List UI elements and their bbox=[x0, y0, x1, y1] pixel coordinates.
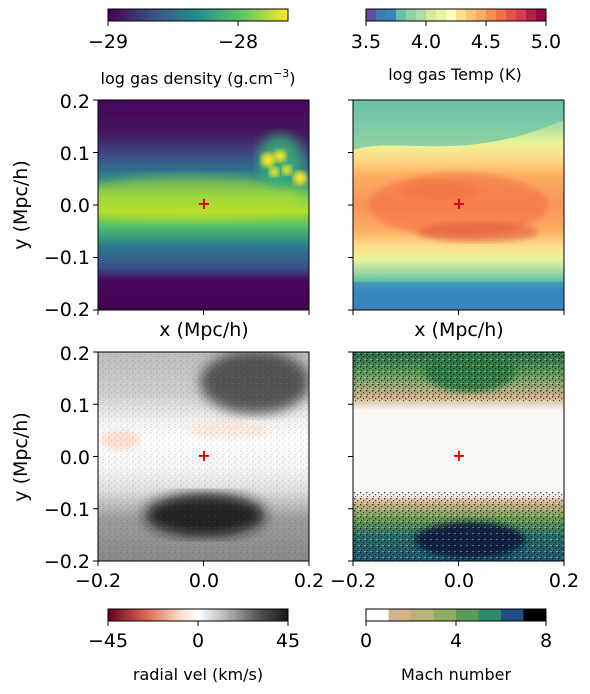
colorbar-temperature-tick-label: 3.5 bbox=[351, 31, 381, 53]
xtick-label: 0.0 bbox=[189, 570, 219, 592]
colorbar-segment bbox=[466, 9, 477, 21]
colorbar-segment bbox=[456, 9, 467, 21]
axes-ticks bbox=[93, 99, 565, 566]
panel-radial-velocity-ylabel: y (Mpc/h) bbox=[10, 412, 32, 501]
colorbar-segment bbox=[376, 9, 387, 21]
colorbar-radial-velocity: −45 0 45 radial vel (km/s) bbox=[88, 608, 300, 684]
panel-radial-velocity: + bbox=[97, 351, 310, 562]
colorbar-radial-velocity-tick-label: 0 bbox=[192, 630, 204, 652]
colorbar-density-label-end: ) bbox=[289, 69, 295, 88]
panel-mach-xticks: −0.2 0.0 0.2 bbox=[330, 570, 579, 592]
colorbar-mach-tick-label: 8 bbox=[540, 630, 552, 652]
panel-density: + bbox=[97, 99, 310, 311]
colorbar-segment bbox=[486, 9, 497, 21]
colorbar-temperature-segments bbox=[366, 9, 547, 21]
colorbar-temperature: 3.5 4.0 4.5 5.0 log gas Temp (K) bbox=[351, 8, 561, 84]
colorbar-segment bbox=[446, 9, 457, 21]
colorbar-segment bbox=[536, 9, 547, 21]
xtick-label: 0.2 bbox=[549, 570, 579, 592]
colorbar-density-bar bbox=[107, 8, 289, 22]
panel-temperature-xlabel: x (Mpc/h) bbox=[414, 319, 503, 341]
colorbar-temperature-tick-label: 4.5 bbox=[471, 31, 501, 53]
ytick-label: −0.2 bbox=[44, 551, 90, 573]
panel-density-yticks: 0.2 0.1 0.0 −0.1 −0.2 bbox=[44, 91, 90, 321]
panel-density-marker: + bbox=[197, 194, 210, 213]
xtick-label: −0.2 bbox=[330, 570, 376, 592]
colorbar-segment bbox=[506, 9, 517, 21]
colorbar-segment bbox=[426, 9, 437, 21]
panel-radial-velocity-marker: + bbox=[197, 446, 210, 465]
xtick-label: −0.2 bbox=[75, 570, 121, 592]
colorbar-radial-velocity-tick-label: −45 bbox=[88, 630, 128, 652]
colorbar-segment bbox=[388, 609, 412, 621]
colorbar-segment bbox=[523, 609, 547, 621]
colorbar-segment bbox=[416, 9, 427, 21]
panel-density-image bbox=[98, 100, 309, 310]
panel-mach-image bbox=[353, 352, 564, 561]
colorbar-radial-velocity-bar bbox=[107, 608, 289, 622]
panel-mach-marker: + bbox=[452, 446, 465, 465]
xtick-label: 0.0 bbox=[444, 570, 474, 592]
colorbar-temperature-tick-label: 4.0 bbox=[411, 31, 441, 53]
colorbar-mach-tick-label: 4 bbox=[450, 630, 462, 652]
ytick-label: 0.0 bbox=[60, 195, 90, 217]
colorbar-density-label-main: log gas density (g.cm bbox=[101, 69, 273, 88]
panel-radial-velocity-xticks: −0.2 0.0 0.2 bbox=[75, 570, 324, 592]
colorbar-density-label-sup: −3 bbox=[273, 67, 289, 80]
panel-radial-velocity-yticks: 0.2 0.1 0.0 −0.1 −0.2 bbox=[44, 343, 90, 573]
colorbar-segment bbox=[516, 9, 527, 21]
ytick-label: 0.1 bbox=[60, 143, 90, 165]
colorbar-segment bbox=[411, 609, 434, 621]
colorbar-segment bbox=[386, 9, 397, 21]
colorbar-density-tick-label: −28 bbox=[218, 31, 258, 53]
colorbar-temperature-label: log gas Temp (K) bbox=[388, 65, 522, 84]
colorbar-segment bbox=[406, 9, 417, 21]
colorbar-segment bbox=[476, 9, 487, 21]
ytick-label: 0.1 bbox=[60, 395, 90, 417]
colorbar-mach: 0 4 8 Mach number bbox=[360, 608, 552, 684]
panel-temperature-image bbox=[353, 100, 564, 310]
panel-mach: + bbox=[352, 351, 565, 562]
panel-density-xlabel: x (Mpc/h) bbox=[159, 319, 248, 341]
panel-density-ylabel: y (Mpc/h) bbox=[10, 160, 32, 249]
ytick-label: 0.2 bbox=[60, 343, 90, 365]
colorbar-mach-label: Mach number bbox=[401, 665, 512, 684]
ytick-label: 0.0 bbox=[60, 447, 90, 469]
colorbar-density-label: log gas density (g.cm−3) bbox=[101, 67, 296, 88]
panel-radial-velocity-image bbox=[98, 352, 309, 561]
ytick-label: −0.2 bbox=[44, 299, 90, 321]
xtick-label: 0.2 bbox=[294, 570, 324, 592]
ytick-label: 0.2 bbox=[60, 91, 90, 113]
colorbar-radial-velocity-label: radial vel (km/s) bbox=[133, 665, 263, 684]
ytick-label: −0.1 bbox=[44, 499, 90, 521]
colorbar-segment bbox=[478, 609, 502, 621]
colorbar-density: −29 −28 log gas density (g.cm−3) bbox=[88, 8, 296, 88]
colorbar-radial-velocity-tick-label: 45 bbox=[276, 630, 300, 652]
colorbar-segment bbox=[366, 609, 389, 621]
colorbar-segment bbox=[433, 609, 457, 621]
colorbar-mach-tick-label: 0 bbox=[360, 630, 372, 652]
colorbar-segment bbox=[496, 9, 507, 21]
colorbar-mach-segments bbox=[366, 609, 547, 621]
colorbar-segment bbox=[456, 609, 479, 621]
ytick-label: −0.1 bbox=[44, 247, 90, 269]
colorbar-segment bbox=[366, 9, 377, 21]
panel-temperature-marker: + bbox=[452, 194, 465, 213]
colorbar-segment bbox=[436, 9, 447, 21]
colorbar-temperature-tick-label: 5.0 bbox=[531, 31, 561, 53]
colorbar-segment bbox=[526, 9, 537, 21]
colorbar-temperature-frame bbox=[365, 8, 547, 22]
colorbar-segment bbox=[501, 609, 524, 621]
panel-temperature: + bbox=[352, 99, 565, 311]
colorbar-density-tick-label: −29 bbox=[88, 31, 128, 53]
colorbar-segment bbox=[396, 9, 407, 21]
